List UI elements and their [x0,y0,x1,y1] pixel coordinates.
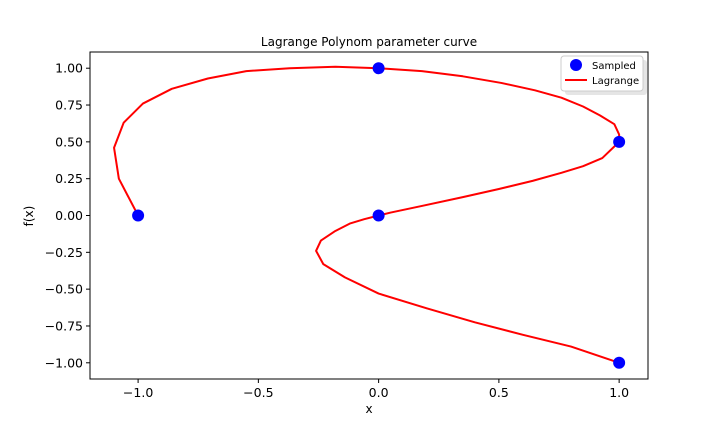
x-tick-label: −1.0 [123,385,153,400]
series-line-lagrange [113,65,621,364]
y-tick-label: 0.75 [55,98,83,113]
plot-area [113,62,626,369]
y-tick-label: 0.25 [55,171,83,186]
x-tick-label: 0.5 [489,385,509,400]
y-tick-label: −0.75 [45,318,83,333]
y-tick-label: 0.50 [55,134,83,149]
axes: −1.0 −0.5 0.0 0.5 1.0 −1.00 −0.75 −0.50 −0.25 0.0… [45,61,629,400]
data-point-sampled [132,209,145,222]
x-tick-label: 1.0 [609,385,629,400]
data-point-sampled [372,209,385,222]
data-point-sampled [613,356,626,369]
legend: Sampled Lagrange [560,55,647,95]
y-tick-label: −0.25 [45,245,83,260]
chart-title: Lagrange Polynom parameter curve [261,35,477,49]
x-tick-label: 0.0 [369,385,389,400]
x-axis-label: x [365,402,372,416]
legend-label-lagrange: Lagrange [592,76,639,87]
data-point-sampled [372,62,385,75]
y-axis-label: f(x) [22,206,36,227]
y-tick-label: 0.00 [55,208,83,223]
y-tick-label: −1.00 [45,355,83,370]
y-tick-label: −0.50 [45,282,83,297]
legend-marker-sampled [570,59,582,71]
data-point-sampled [613,135,626,148]
y-tick-label: 1.00 [55,61,83,76]
legend-label-sampled: Sampled [592,61,636,72]
x-tick-label: −0.5 [243,385,273,400]
